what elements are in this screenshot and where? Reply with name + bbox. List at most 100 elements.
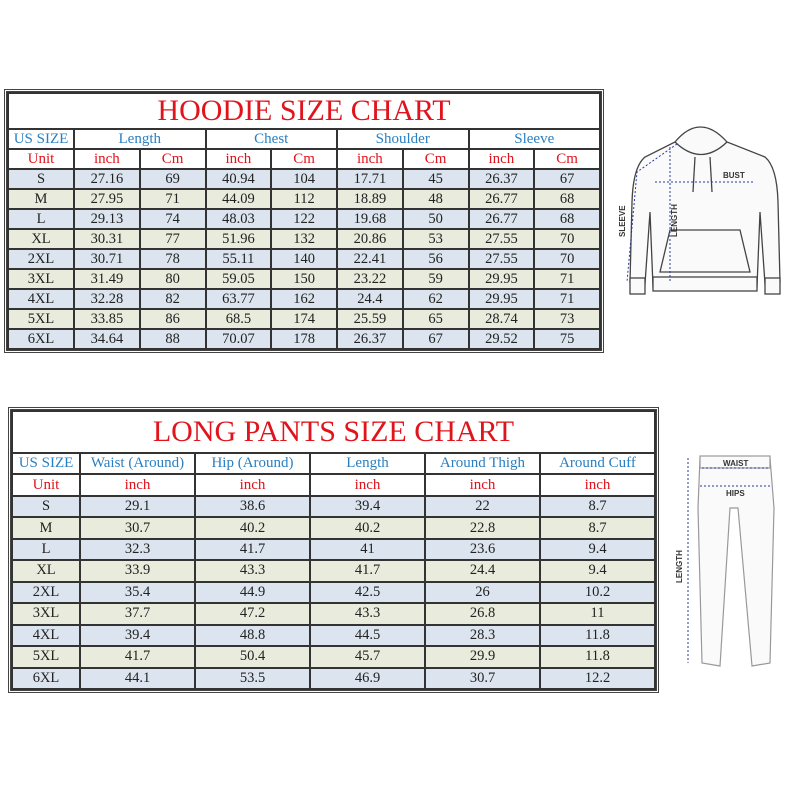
hoodie-table: HOODIE SIZE CHART US SIZE Length Chest Shoul… xyxy=(7,92,601,350)
table-cell: 24.4 xyxy=(336,288,404,310)
table-cell: 65 xyxy=(401,308,470,330)
table-cell: 32.3 xyxy=(79,537,196,562)
table-cell: 78 xyxy=(138,248,207,270)
waist-label: WAIST xyxy=(723,459,748,468)
unit-header: Cm xyxy=(138,148,207,170)
table-cell: 22.8 xyxy=(424,516,541,540)
table-cell: 41.7 xyxy=(309,559,426,583)
table-cell: 40.94 xyxy=(204,168,273,190)
table-cell: 43.3 xyxy=(194,559,311,583)
table-cell: 23.22 xyxy=(336,268,404,290)
table-cell: 70 xyxy=(533,228,601,250)
table-cell: 33.85 xyxy=(73,308,141,330)
table-cell: 9.4 xyxy=(539,537,656,562)
bust-label: BUST xyxy=(723,171,745,180)
table-cell: 132 xyxy=(270,228,338,250)
table-row: 5XL 41.7 50.4 45.7 29.9 11.8 xyxy=(11,645,656,669)
table-cell: 39.4 xyxy=(79,623,196,648)
table-cell: 48.03 xyxy=(204,208,273,230)
table-cell: 59.05 xyxy=(204,268,273,290)
table-cell: 26.77 xyxy=(467,208,536,230)
size-cell: S xyxy=(11,494,81,519)
table-cell: 162 xyxy=(270,288,338,310)
size-cell: 3XL xyxy=(11,602,81,626)
size-cell: L xyxy=(11,537,81,562)
table-cell: 53.5 xyxy=(194,666,311,691)
hoodie-diagram: BUST LENGTH SLEEVE xyxy=(618,126,781,295)
table-cell: 44.09 xyxy=(204,188,273,210)
table-cell: 39.4 xyxy=(309,494,426,519)
table-cell: 46.9 xyxy=(309,666,426,691)
table-cell: 67 xyxy=(401,328,470,350)
table-cell: 44.1 xyxy=(79,666,196,691)
table-cell: 11.8 xyxy=(539,645,656,669)
length-label: LENGTH xyxy=(675,550,684,583)
table-row: M 27.95 71 44.09 112 18.89 48 26.77 68 xyxy=(7,188,601,210)
column-header: Around Cuff xyxy=(539,451,656,476)
size-cell: 6XL xyxy=(11,666,81,691)
table-cell: 86 xyxy=(138,308,207,330)
table-cell: 30.31 xyxy=(73,228,141,250)
table-cell: 19.68 xyxy=(336,208,404,230)
table-cell: 75 xyxy=(533,328,601,350)
hoodie-size-chart: HOODIE SIZE CHART US SIZE Length Chest Shoul… xyxy=(4,89,604,353)
unit-header: inch xyxy=(539,473,656,497)
size-cell: S xyxy=(7,168,75,190)
size-cell: M xyxy=(7,188,75,210)
table-cell: 29.13 xyxy=(73,208,141,230)
table-cell: 68 xyxy=(533,208,601,230)
unit-header: Cm xyxy=(533,148,601,170)
table-cell: 11 xyxy=(539,602,656,626)
unit-label: Unit xyxy=(11,473,81,497)
table-cell: 43.3 xyxy=(309,602,426,626)
table-cell: 29.95 xyxy=(467,268,536,290)
table-cell: 56 xyxy=(401,248,470,270)
table-cell: 34.64 xyxy=(73,328,141,350)
table-cell: 30.71 xyxy=(73,248,141,270)
unit-header: Cm xyxy=(270,148,338,170)
table-cell: 68 xyxy=(533,188,601,210)
table-cell: 25.59 xyxy=(336,308,404,330)
table-cell: 26.37 xyxy=(467,168,536,190)
table-row: L 29.13 74 48.03 122 19.68 50 26.77 68 xyxy=(7,208,601,230)
table-cell: 31.49 xyxy=(73,268,141,290)
table-cell: 30.7 xyxy=(424,666,541,691)
hips-label: HIPS xyxy=(726,489,745,498)
table-cell: 70.07 xyxy=(204,328,273,350)
column-header: Sleeve xyxy=(467,128,601,150)
table-cell: 44.9 xyxy=(194,580,311,605)
table-cell: 12.2 xyxy=(539,666,656,691)
table-cell: 40.2 xyxy=(309,516,426,540)
table-cell: 70 xyxy=(533,248,601,270)
table-cell: 28.74 xyxy=(467,308,536,330)
table-cell: 18.89 xyxy=(336,188,404,210)
table-cell: 59 xyxy=(401,268,470,290)
table-cell: 41.7 xyxy=(194,537,311,562)
table-row: M 30.7 40.2 40.2 22.8 8.7 xyxy=(11,516,656,540)
size-cell: 4XL xyxy=(11,623,81,648)
sleeve-label: SLEEVE xyxy=(618,205,627,237)
table-cell: 44.5 xyxy=(309,623,426,648)
table-cell: 74 xyxy=(138,208,207,230)
table-cell: 112 xyxy=(270,188,338,210)
column-header: Shoulder xyxy=(336,128,470,150)
table-cell: 22.41 xyxy=(336,248,404,270)
table-cell: 35.4 xyxy=(79,580,196,605)
table-cell: 27.95 xyxy=(73,188,141,210)
pants-size-chart: LONG PANTS SIZE CHART US SIZE Waist (Aroun… xyxy=(8,407,659,693)
table-cell: 77 xyxy=(138,228,207,250)
unit-header: inch xyxy=(336,148,404,170)
size-cell: XL xyxy=(11,559,81,583)
table-cell: 48 xyxy=(401,188,470,210)
unit-header: inch xyxy=(194,473,311,497)
table-cell: 122 xyxy=(270,208,338,230)
table-cell: 63.77 xyxy=(204,288,273,310)
table-row: S 27.16 69 40.94 104 17.71 45 26.37 67 xyxy=(7,168,601,190)
table-cell: 82 xyxy=(138,288,207,310)
size-header: US SIZE xyxy=(7,128,75,150)
size-cell: L xyxy=(7,208,75,230)
table-row: 2XL 30.71 78 55.11 140 22.41 56 27.55 70 xyxy=(7,248,601,270)
column-header: Chest xyxy=(204,128,338,150)
table-cell: 174 xyxy=(270,308,338,330)
table-cell: 26 xyxy=(424,580,541,605)
